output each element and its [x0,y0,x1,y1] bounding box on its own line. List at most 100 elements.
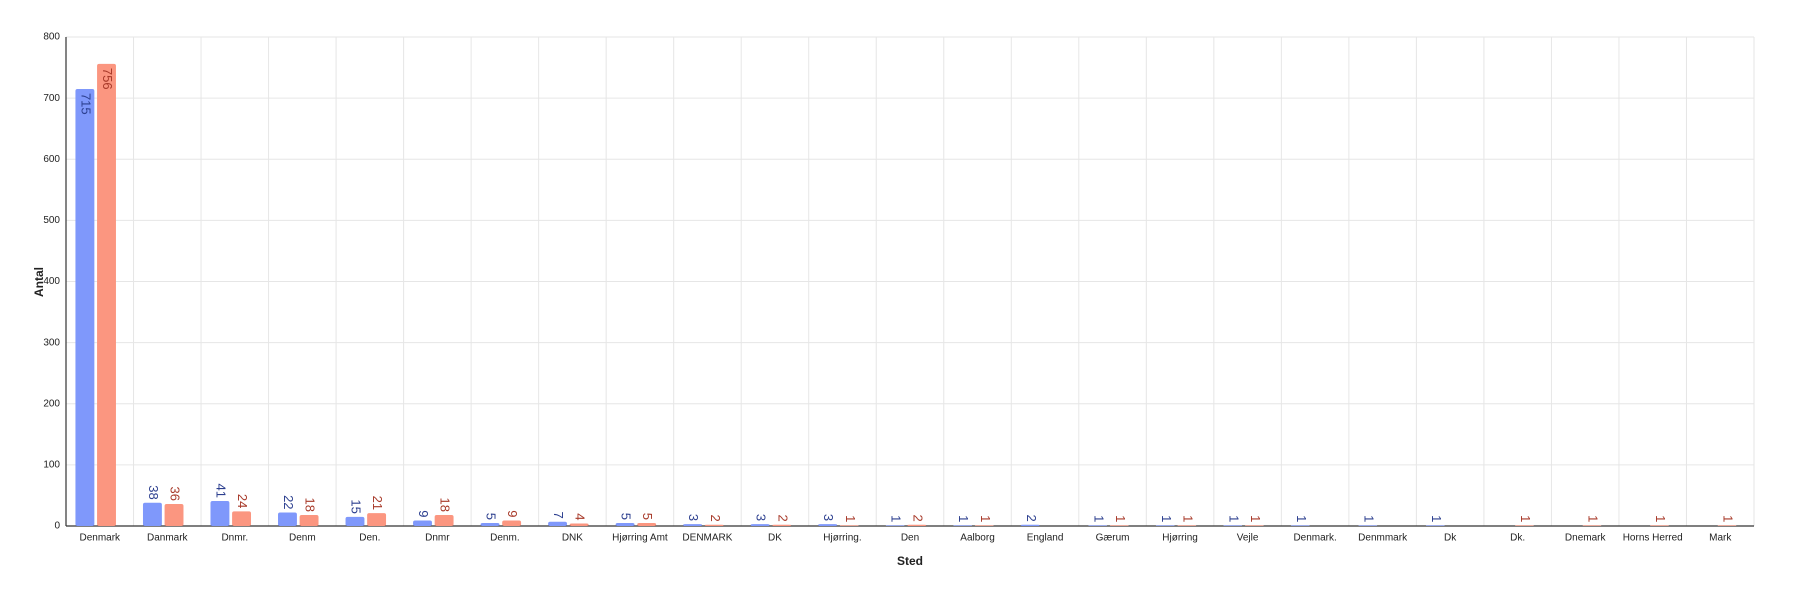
data-label: 1 [1429,515,1444,522]
data-label: 2 [1024,515,1039,522]
x-tick-label: Mark [1709,533,1732,544]
x-tick-label: Dk. [1510,533,1525,544]
data-label: 3 [821,514,836,521]
bar [953,525,973,526]
bar [164,503,184,526]
bar [278,512,297,526]
data-label: 1 [978,515,993,522]
y-tick-label: 500 [43,215,60,226]
x-tick-label: Denmark. [1293,533,1336,544]
data-label: 15 [349,499,364,513]
bar [839,525,859,526]
y-tick-label: 100 [43,460,60,471]
y-tick-label: 600 [43,154,60,165]
x-tick-label: England [1027,533,1064,544]
bar [615,522,635,526]
bar [818,524,838,526]
x-tick-label: Dnmr [425,533,450,544]
data-label: 1 [1159,515,1174,522]
data-label: 1 [1361,515,1376,522]
bar [502,520,522,526]
data-label: 1 [1721,515,1736,522]
data-label: 1 [889,515,904,522]
bar [1717,525,1737,526]
x-tick-label: Dnmr. [221,533,248,544]
bar [480,522,500,526]
bar [1155,525,1175,526]
bar [974,525,994,526]
bar [548,521,567,526]
bar [97,63,116,527]
data-label: 3 [754,514,769,521]
y-tick-label: 200 [43,398,60,409]
bar [1425,525,1445,526]
y-tick-label: 400 [43,276,60,287]
x-tick-label: Denmmark [1358,533,1408,544]
bar [772,524,792,526]
bar [232,511,252,526]
data-label: 1 [1091,515,1106,522]
bar [1244,525,1264,526]
bar [434,514,454,526]
data-label: 4 [573,513,588,520]
bar [75,88,95,527]
bar [1650,525,1669,526]
data-label: 1 [1113,515,1128,522]
data-label: 9 [505,510,520,517]
data-label: 38 [146,485,161,499]
bar [1582,525,1602,526]
bar [569,523,589,526]
bar [1088,525,1108,526]
x-tick-label: Denm. [490,533,519,544]
bar [367,513,387,526]
data-label: 41 [214,483,229,497]
data-label: 1 [843,515,858,522]
bar [637,522,657,526]
data-label: 1 [1586,515,1601,522]
x-tick-label: Hjørring Amt [612,533,668,544]
x-tick-label: Dk [1444,533,1457,544]
data-label: 2 [910,515,925,522]
bar [750,524,770,526]
data-label: 1 [1518,515,1533,522]
x-tick-label: DK [768,533,782,544]
bar [210,500,230,526]
x-tick-label: Aalborg [960,533,994,544]
data-label: 5 [619,513,634,520]
data-label: 22 [281,495,296,509]
bar [1290,525,1310,526]
data-label: 5 [484,513,499,520]
data-label: 1 [1248,515,1263,522]
data-label: 1 [1653,515,1668,522]
x-tick-label: Hjørring [1162,533,1198,544]
data-label: 18 [303,498,318,512]
bar [413,520,432,526]
bar [299,514,319,526]
x-tick-label: Horns Herred [1623,533,1683,544]
bar [885,525,905,526]
bar [1514,525,1534,526]
bar [704,524,724,526]
data-label: 1 [956,515,971,522]
data-label: 1 [1180,515,1195,522]
data-label: 756 [100,68,115,90]
x-tick-label: Denmark [79,533,121,544]
x-tick-label: Den [901,533,919,544]
y-tick-label: 800 [43,32,60,43]
data-label: 7 [551,511,566,518]
bar [142,502,162,526]
y-tick-label: 300 [43,337,60,348]
bar [345,516,365,526]
data-label: 18 [438,498,453,512]
bar [1223,525,1243,526]
x-tick-label: Danmark [147,533,189,544]
y-tick-label: 0 [54,521,60,532]
bar [1358,525,1378,526]
data-label: 2 [775,515,790,522]
data-label: 24 [235,494,250,508]
data-label: 21 [370,496,385,510]
x-tick-label: Denm [289,533,316,544]
data-label: 1 [1294,515,1309,522]
bar [1020,524,1040,526]
